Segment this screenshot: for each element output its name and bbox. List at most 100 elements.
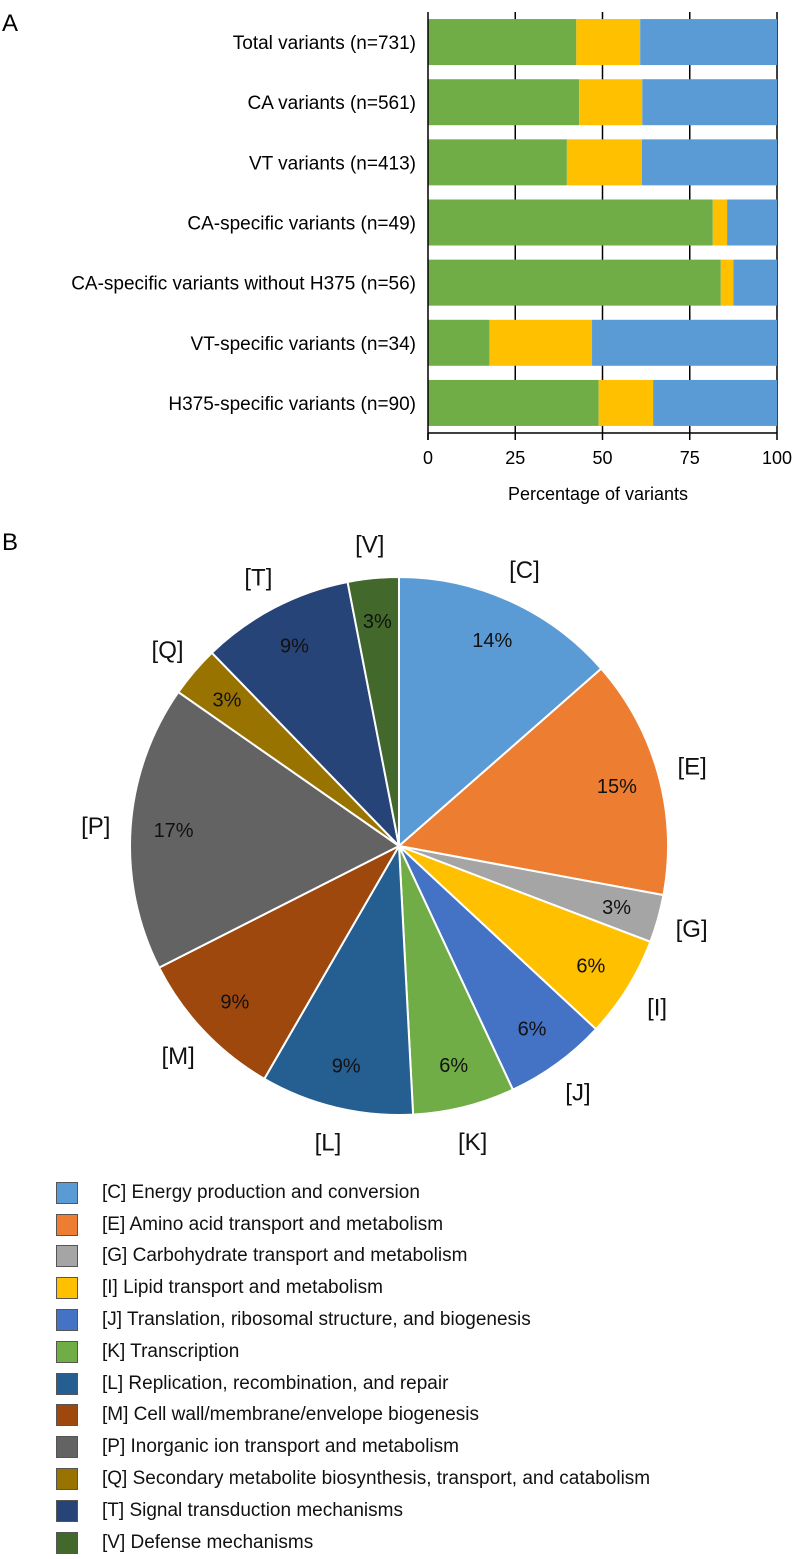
pie-slice bbox=[262, 842, 415, 1116]
category-label: CA-specific variants (n=49) bbox=[187, 214, 416, 235]
slice-category-label: [K] bbox=[458, 1129, 487, 1156]
slice-category-label: [L] bbox=[315, 1130, 342, 1157]
legend-swatch bbox=[56, 1181, 78, 1204]
legend-label: [Q] Secondary metabolite biosynthesis, t… bbox=[102, 1468, 651, 1490]
bar-segment-blue bbox=[653, 379, 777, 426]
legend-item: [Q] Secondary metabolite biosynthesis, t… bbox=[56, 1463, 786, 1495]
legend-item: [V] Defense mechanisms bbox=[56, 1527, 786, 1559]
legend-swatch bbox=[56, 1340, 78, 1363]
category-label: VT-specific variants (n=34) bbox=[191, 334, 416, 355]
bar-segment-yellow bbox=[489, 319, 593, 366]
legend-item: [P] Inorganic ion transport and metaboli… bbox=[56, 1431, 786, 1463]
legend-label: [G] Carbohydrate transport and metabolis… bbox=[102, 1245, 468, 1267]
legend-label: [K] Transcription bbox=[102, 1340, 240, 1362]
category-label: CA-specific variants without H375 (n=56) bbox=[71, 274, 416, 295]
slice-category-label: [T] bbox=[244, 565, 272, 592]
slice-percent-label: 3% bbox=[602, 897, 631, 919]
slice-category-label: [Q] bbox=[152, 637, 184, 664]
bar-segment-yellow bbox=[720, 259, 734, 306]
legend-swatch bbox=[56, 1499, 78, 1522]
slice-category-label: [P] bbox=[81, 813, 110, 840]
slice-category-label: [C] bbox=[509, 557, 540, 584]
slice-percent-label: 6% bbox=[576, 955, 605, 977]
bar-segment-green bbox=[428, 139, 567, 186]
slice-category-label: [I] bbox=[647, 995, 667, 1022]
slice-category-label: [V] bbox=[355, 531, 384, 558]
bar-segment-green bbox=[428, 319, 490, 366]
slice-percent-label: 15% bbox=[597, 776, 637, 798]
slice-percent-label: 6% bbox=[518, 1019, 547, 1041]
bar-segment-blue bbox=[727, 199, 777, 246]
panel-a-label: A bbox=[2, 10, 18, 37]
legend-label: [T] Signal transduction mechanisms bbox=[102, 1499, 403, 1521]
bar-segment-yellow bbox=[566, 139, 642, 186]
legend-swatch bbox=[56, 1213, 78, 1236]
category-label: Total variants (n=731) bbox=[233, 33, 416, 54]
pie-legend: [C] Energy production and conversion [E] … bbox=[56, 1177, 786, 1559]
bar-segment-blue bbox=[641, 139, 777, 186]
slice-percent-label: 14% bbox=[472, 630, 512, 652]
legend-item: [I] Lipid transport and metabolism bbox=[56, 1272, 786, 1304]
legend-item: [M] Cell wall/membrane/envelope biogenes… bbox=[56, 1400, 786, 1432]
bar-segment-green bbox=[428, 79, 580, 126]
x-tick-label: 75 bbox=[680, 448, 700, 468]
slice-category-label: [J] bbox=[565, 1080, 590, 1107]
x-tick-label: 50 bbox=[592, 448, 612, 468]
legend-label: [P] Inorganic ion transport and metaboli… bbox=[102, 1436, 459, 1458]
pie-slice bbox=[129, 690, 401, 969]
bar-segment-blue bbox=[733, 259, 777, 306]
legend-item: [T] Signal transduction mechanisms bbox=[56, 1495, 786, 1527]
legend-swatch bbox=[56, 1309, 78, 1332]
legend-label: [C] Energy production and conversion bbox=[102, 1181, 420, 1203]
legend-item: [K] Transcription bbox=[56, 1336, 786, 1368]
category-label: VT variants (n=413) bbox=[249, 153, 416, 174]
bar-segment-green bbox=[428, 259, 721, 306]
bar-segment-green bbox=[428, 19, 577, 66]
legend-swatch bbox=[56, 1468, 78, 1491]
slice-percent-label: 17% bbox=[154, 820, 194, 842]
bar-segment-green bbox=[428, 199, 713, 246]
legend-swatch bbox=[56, 1277, 78, 1300]
legend-item: [G] Carbohydrate transport and metabolis… bbox=[56, 1241, 786, 1273]
slice-category-label: [G] bbox=[676, 916, 708, 943]
legend-label: [M] Cell wall/membrane/envelope biogenes… bbox=[102, 1404, 480, 1426]
legend-label: [L] Replication, recombination, and repa… bbox=[102, 1372, 449, 1394]
pie-slice bbox=[346, 575, 400, 847]
bar-segment-blue bbox=[592, 319, 777, 366]
stacked-bar-chart: A Total variants (n=731) CA variants (n=5… bbox=[2, 10, 792, 504]
slice-percent-label: 9% bbox=[220, 991, 249, 1013]
legend-label: [J] Translation, ribosomal structure, an… bbox=[102, 1309, 531, 1331]
legend-item: [C] Energy production and conversion bbox=[56, 1177, 786, 1209]
pie-slice bbox=[396, 667, 669, 897]
legend-swatch bbox=[56, 1531, 78, 1554]
legend-label: [I] Lipid transport and metabolism bbox=[102, 1277, 383, 1299]
legend-swatch bbox=[56, 1245, 78, 1268]
x-tick-label: 100 bbox=[762, 448, 792, 468]
slice-percent-label: 9% bbox=[332, 1056, 361, 1078]
slice-category-label: [M] bbox=[162, 1043, 195, 1070]
legend-item: [E] Amino acid transport and metabolism bbox=[56, 1209, 786, 1241]
pie-chart: B 14% 15% 3% 6% 6% 6% 9% 9% 17% 3% 9% 3% [C] [E] [G] [… bbox=[2, 529, 708, 1157]
category-label: CA variants (n=561) bbox=[248, 93, 416, 114]
bar-segment-yellow bbox=[579, 79, 643, 126]
bar-segment-blue bbox=[640, 19, 777, 66]
bar-segment-yellow bbox=[712, 199, 728, 246]
bar-segment-blue bbox=[642, 79, 777, 126]
x-axis-title: Percentage of variants bbox=[508, 484, 688, 504]
pie-slice bbox=[398, 575, 603, 849]
slice-percent-label: 9% bbox=[280, 636, 309, 658]
bar-segment-yellow bbox=[576, 19, 641, 66]
legend-item: [J] Translation, ribosomal structure, an… bbox=[56, 1304, 786, 1336]
slice-percent-label: 3% bbox=[363, 611, 392, 633]
legend-item: [L] Replication, recombination, and repa… bbox=[56, 1368, 786, 1400]
legend-label: [V] Defense mechanisms bbox=[102, 1531, 314, 1553]
legend-swatch bbox=[56, 1372, 78, 1395]
x-tick-label: 25 bbox=[505, 448, 525, 468]
legend-swatch bbox=[56, 1404, 78, 1427]
category-label: H375-specific variants (n=90) bbox=[168, 394, 416, 415]
bar-segment-green bbox=[428, 379, 599, 426]
x-tick-label: 0 bbox=[423, 448, 433, 468]
slice-percent-label: 6% bbox=[439, 1055, 468, 1077]
bar-segment-yellow bbox=[598, 379, 654, 426]
legend-label: [E] Amino acid transport and metabolism bbox=[102, 1213, 444, 1235]
